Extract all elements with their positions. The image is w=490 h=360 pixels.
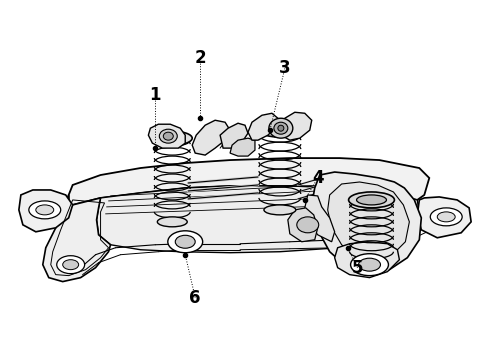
Ellipse shape bbox=[297, 217, 318, 233]
Ellipse shape bbox=[271, 124, 289, 132]
Ellipse shape bbox=[29, 201, 61, 219]
Ellipse shape bbox=[357, 195, 387, 205]
Text: 5: 5 bbox=[352, 259, 363, 277]
Ellipse shape bbox=[163, 132, 173, 140]
Ellipse shape bbox=[57, 256, 85, 274]
Polygon shape bbox=[69, 158, 429, 205]
Text: 3: 3 bbox=[279, 59, 291, 77]
Polygon shape bbox=[220, 123, 248, 148]
Ellipse shape bbox=[430, 208, 462, 226]
Polygon shape bbox=[248, 113, 278, 140]
Text: 1: 1 bbox=[149, 86, 161, 104]
Ellipse shape bbox=[437, 212, 455, 222]
Ellipse shape bbox=[359, 258, 380, 271]
Ellipse shape bbox=[269, 118, 293, 138]
Polygon shape bbox=[328, 182, 409, 262]
Text: 6: 6 bbox=[190, 289, 201, 307]
Polygon shape bbox=[335, 242, 399, 278]
Ellipse shape bbox=[152, 131, 192, 145]
Text: 4: 4 bbox=[312, 169, 323, 187]
Polygon shape bbox=[19, 190, 73, 232]
Polygon shape bbox=[97, 186, 419, 253]
Polygon shape bbox=[282, 112, 312, 140]
Ellipse shape bbox=[278, 125, 284, 131]
Ellipse shape bbox=[36, 205, 54, 215]
Polygon shape bbox=[417, 197, 471, 238]
Ellipse shape bbox=[63, 260, 78, 270]
Polygon shape bbox=[148, 124, 185, 148]
Ellipse shape bbox=[264, 205, 296, 215]
Polygon shape bbox=[288, 208, 318, 242]
Ellipse shape bbox=[157, 217, 187, 227]
Ellipse shape bbox=[348, 192, 394, 208]
Ellipse shape bbox=[159, 129, 177, 143]
Ellipse shape bbox=[350, 254, 389, 276]
Polygon shape bbox=[43, 195, 111, 282]
Text: 2: 2 bbox=[195, 49, 206, 67]
Ellipse shape bbox=[257, 119, 303, 137]
Polygon shape bbox=[192, 120, 230, 155]
Polygon shape bbox=[230, 138, 255, 156]
Ellipse shape bbox=[168, 231, 203, 253]
Ellipse shape bbox=[264, 122, 296, 134]
Polygon shape bbox=[312, 172, 421, 275]
Ellipse shape bbox=[274, 122, 288, 134]
Polygon shape bbox=[305, 195, 335, 242]
Ellipse shape bbox=[175, 235, 195, 248]
